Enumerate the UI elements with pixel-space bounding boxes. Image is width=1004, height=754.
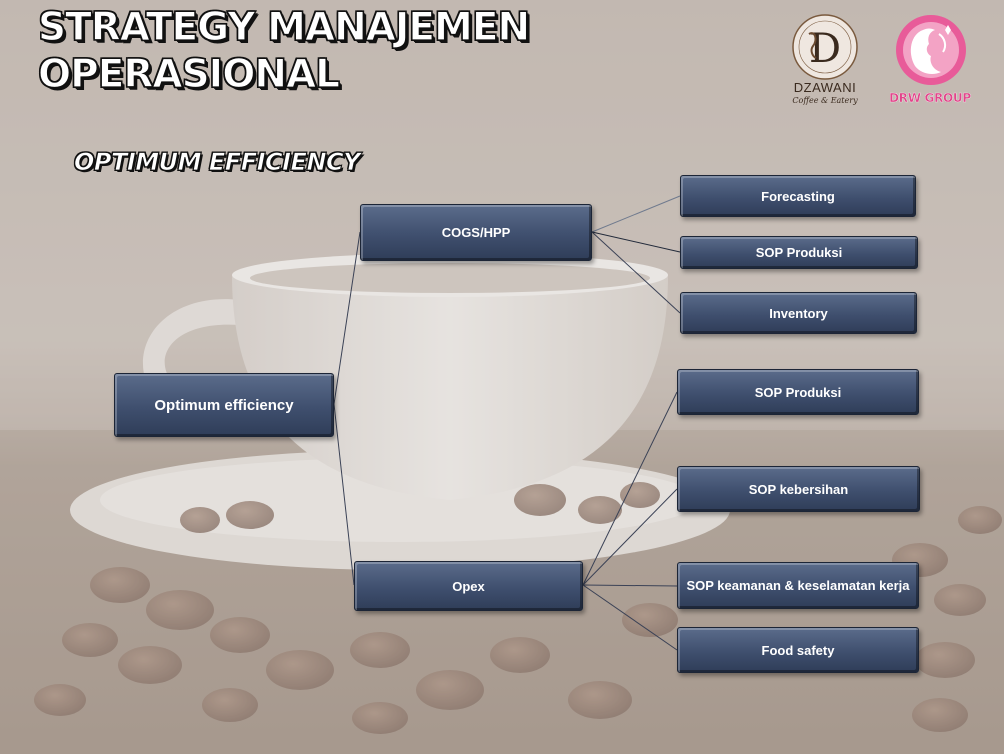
page-title-line-1: STRATEGY MANAJEMEN <box>37 5 530 50</box>
page-title-line-2: OPERASIONAL <box>37 52 340 97</box>
drw-group-logo <box>896 15 966 85</box>
node-sop-keamanan-keselamatan: SOP keamanan & keselamatan kerja <box>677 562 919 609</box>
node-cogs-sop-produksi: SOP Produksi <box>680 236 918 269</box>
section-subtitle: OPTIMUM EFFICIENCY <box>74 148 361 177</box>
node-optimum-efficiency: Optimum efficiency <box>114 373 334 437</box>
node-forecasting: Forecasting <box>680 175 916 217</box>
node-opex-sop-produksi: SOP Produksi <box>677 369 919 415</box>
dzawani-logo: D <box>792 14 858 80</box>
node-cogs-hpp: COGS/HPP <box>360 204 592 261</box>
dzawani-logo-tagline: Coffee & Eatery <box>792 96 858 105</box>
node-inventory: Inventory <box>680 292 917 334</box>
node-food-safety: Food safety <box>677 627 919 673</box>
node-sop-kebersihan: SOP kebersihan <box>677 466 920 512</box>
drw-group-logo-name: DRW GROUP <box>889 91 971 105</box>
node-opex: Opex <box>354 561 583 611</box>
dzawani-logo-name: DZAWANI <box>793 80 857 95</box>
